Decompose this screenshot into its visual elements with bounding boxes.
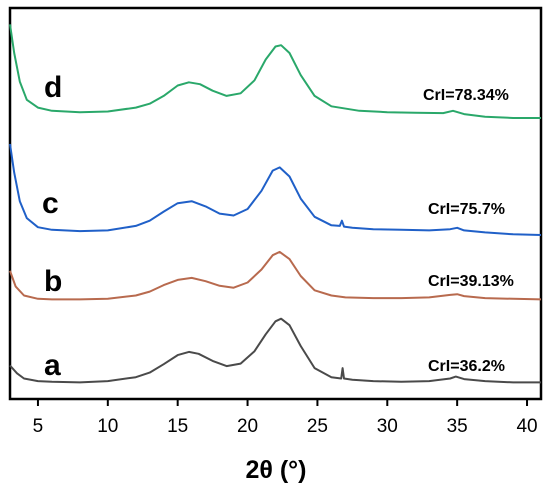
series-line-a	[9, 317, 541, 384]
x-tick-label-5: 5	[33, 416, 44, 437]
series-label-c: c	[42, 187, 59, 220]
series-label-d: d	[44, 71, 62, 104]
series-line-b	[9, 250, 542, 301]
label-layer: a CrI=36.2% b CrI=39.13% c CrI=75.7% d CrI=78.3…	[42, 71, 514, 382]
cri-annotation-a: CrI=36.2%	[428, 358, 505, 375]
x-axis-title: 2θ (°)	[245, 456, 306, 484]
plot-frame	[8, 6, 543, 401]
x-tick-label-10: 10	[97, 416, 118, 437]
x-tick-layer: 5 10 15 20 25 30 35 40	[33, 399, 538, 437]
x-tick-label-30: 30	[377, 416, 398, 437]
series-layer	[9, 24, 542, 384]
series-label-b: b	[44, 265, 62, 298]
x-tick-label-35: 35	[447, 416, 468, 437]
x-tick-label-25: 25	[307, 416, 328, 437]
x-tick-label-15: 15	[167, 416, 188, 437]
cri-annotation-d: CrI=78.34%	[423, 87, 509, 104]
series-line-c	[9, 143, 542, 236]
series-label-a: a	[44, 349, 61, 382]
cri-annotation-c: CrI=75.7%	[428, 201, 505, 218]
cri-annotation-b: CrI=39.13%	[428, 273, 514, 290]
series-line-d	[9, 24, 541, 119]
x-tick-label-20: 20	[237, 416, 258, 437]
x-tick-label-40: 40	[516, 416, 537, 437]
